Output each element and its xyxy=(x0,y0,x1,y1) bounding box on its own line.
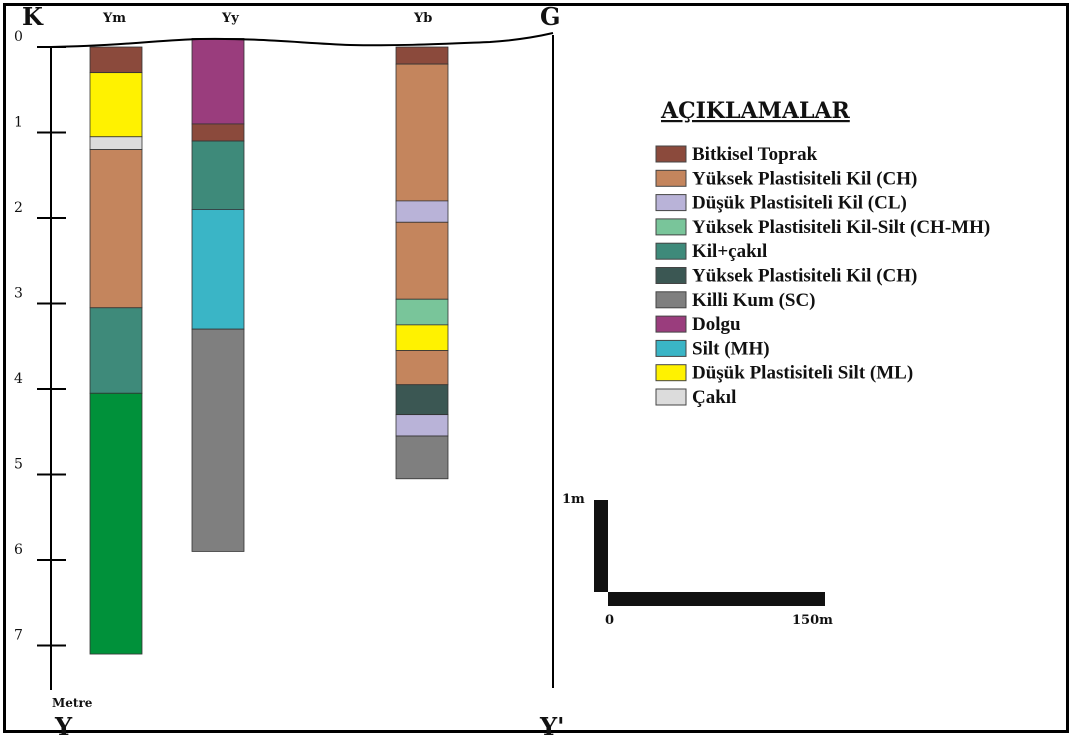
depth-tick-label: 6 xyxy=(14,542,23,558)
borehole-layer xyxy=(89,46,143,74)
borehole-layer xyxy=(395,46,449,65)
legend-item-label: Silt (MH) xyxy=(692,338,770,359)
legend-item-label: Çakıl xyxy=(692,387,736,408)
depth-tick-label: 7 xyxy=(14,628,23,644)
depth-tick-label: 1 xyxy=(14,115,23,131)
legend-swatch xyxy=(655,364,687,382)
borehole-yy xyxy=(191,38,245,552)
borehole-layer xyxy=(395,298,449,326)
borehole-layer xyxy=(191,209,245,330)
borehole-layer xyxy=(89,136,143,150)
borehole-label-ym: Ym xyxy=(102,11,126,26)
depth-ticks: 0 1 2 3 4 5 6 7 xyxy=(14,29,66,647)
legend-swatch xyxy=(655,242,687,260)
borehole-layer xyxy=(89,72,143,138)
depth-tick-label: 2 xyxy=(14,200,23,216)
legend-swatch xyxy=(655,315,687,333)
bottom-left-label: Y xyxy=(54,712,73,741)
legend-item-label: Yüksek Plastisiteli Kil-Silt (CH-MH) xyxy=(692,217,990,238)
borehole-layer xyxy=(395,414,449,437)
legend-swatch xyxy=(655,194,687,212)
borehole-layer xyxy=(395,221,449,300)
borehole-layer xyxy=(395,435,449,480)
borehole-label-yb: Yb xyxy=(413,11,432,26)
legend-swatch xyxy=(655,169,687,187)
depth-tick-label: 5 xyxy=(14,457,23,473)
legend-swatch xyxy=(655,388,687,406)
borehole-ym xyxy=(89,46,143,655)
legend-swatch xyxy=(655,339,687,357)
scale-vertical-bar xyxy=(594,500,608,592)
ground-surface-line xyxy=(50,32,554,48)
scale-vertical-label: 1m xyxy=(562,492,585,507)
borehole-label-yy: Yy xyxy=(221,11,239,26)
borehole-layer xyxy=(89,307,143,394)
depth-tick-label: 3 xyxy=(14,286,23,302)
legend-swatch xyxy=(655,145,687,163)
left-end-label: K xyxy=(22,2,44,31)
borehole-columns xyxy=(89,38,449,655)
bottom-right-label: Y' xyxy=(539,712,564,741)
depth-unit-label: Metre xyxy=(52,696,93,710)
legend-item-label: Killi Kum (SC) xyxy=(692,290,816,311)
legend-swatch xyxy=(655,267,687,284)
borehole-layer xyxy=(191,123,245,142)
depth-tick-label: 4 xyxy=(14,371,23,387)
borehole-layer xyxy=(395,324,449,351)
legend-item-label: Yüksek Plastisiteli Kil (CH) xyxy=(692,266,917,287)
borehole-layer xyxy=(191,328,245,552)
legend-item-label: Yüksek Plastisiteli Kil (CH) xyxy=(692,168,917,189)
legend-item-label: Bitkisel Toprak xyxy=(692,144,818,165)
legend-swatch xyxy=(655,291,687,309)
borehole-layer xyxy=(395,384,449,416)
right-end-label: G xyxy=(540,2,561,31)
legend-title: AÇIKLAMALAR xyxy=(660,98,850,124)
figure-frame xyxy=(3,3,1069,733)
legend-item-label: Düşük Plastisiteli Kil (CL) xyxy=(692,193,907,214)
scale-start-label: 0 xyxy=(605,613,614,628)
legend-item-label: Düşük Plastisiteli Silt (ML) xyxy=(692,363,913,384)
legend: Bitkisel Toprak Yüksek Plastisiteli Kil (… xyxy=(655,144,990,408)
depth-tick-label: 0 xyxy=(14,29,23,45)
borehole-layer xyxy=(89,392,143,655)
borehole-layer xyxy=(395,350,449,386)
borehole-layer xyxy=(191,140,245,210)
scale-end-label: 150m xyxy=(792,613,833,628)
borehole-layer xyxy=(395,200,449,223)
legend-item-label: Dolgu xyxy=(692,314,741,335)
legend-item-label: Kil+çakıl xyxy=(692,241,767,262)
borehole-layer xyxy=(89,149,143,309)
borehole-layer xyxy=(395,63,449,202)
borehole-layer xyxy=(191,38,245,125)
legend-swatch xyxy=(655,218,687,236)
borehole-yb xyxy=(395,46,449,480)
scale-horizontal-bar xyxy=(608,592,825,606)
